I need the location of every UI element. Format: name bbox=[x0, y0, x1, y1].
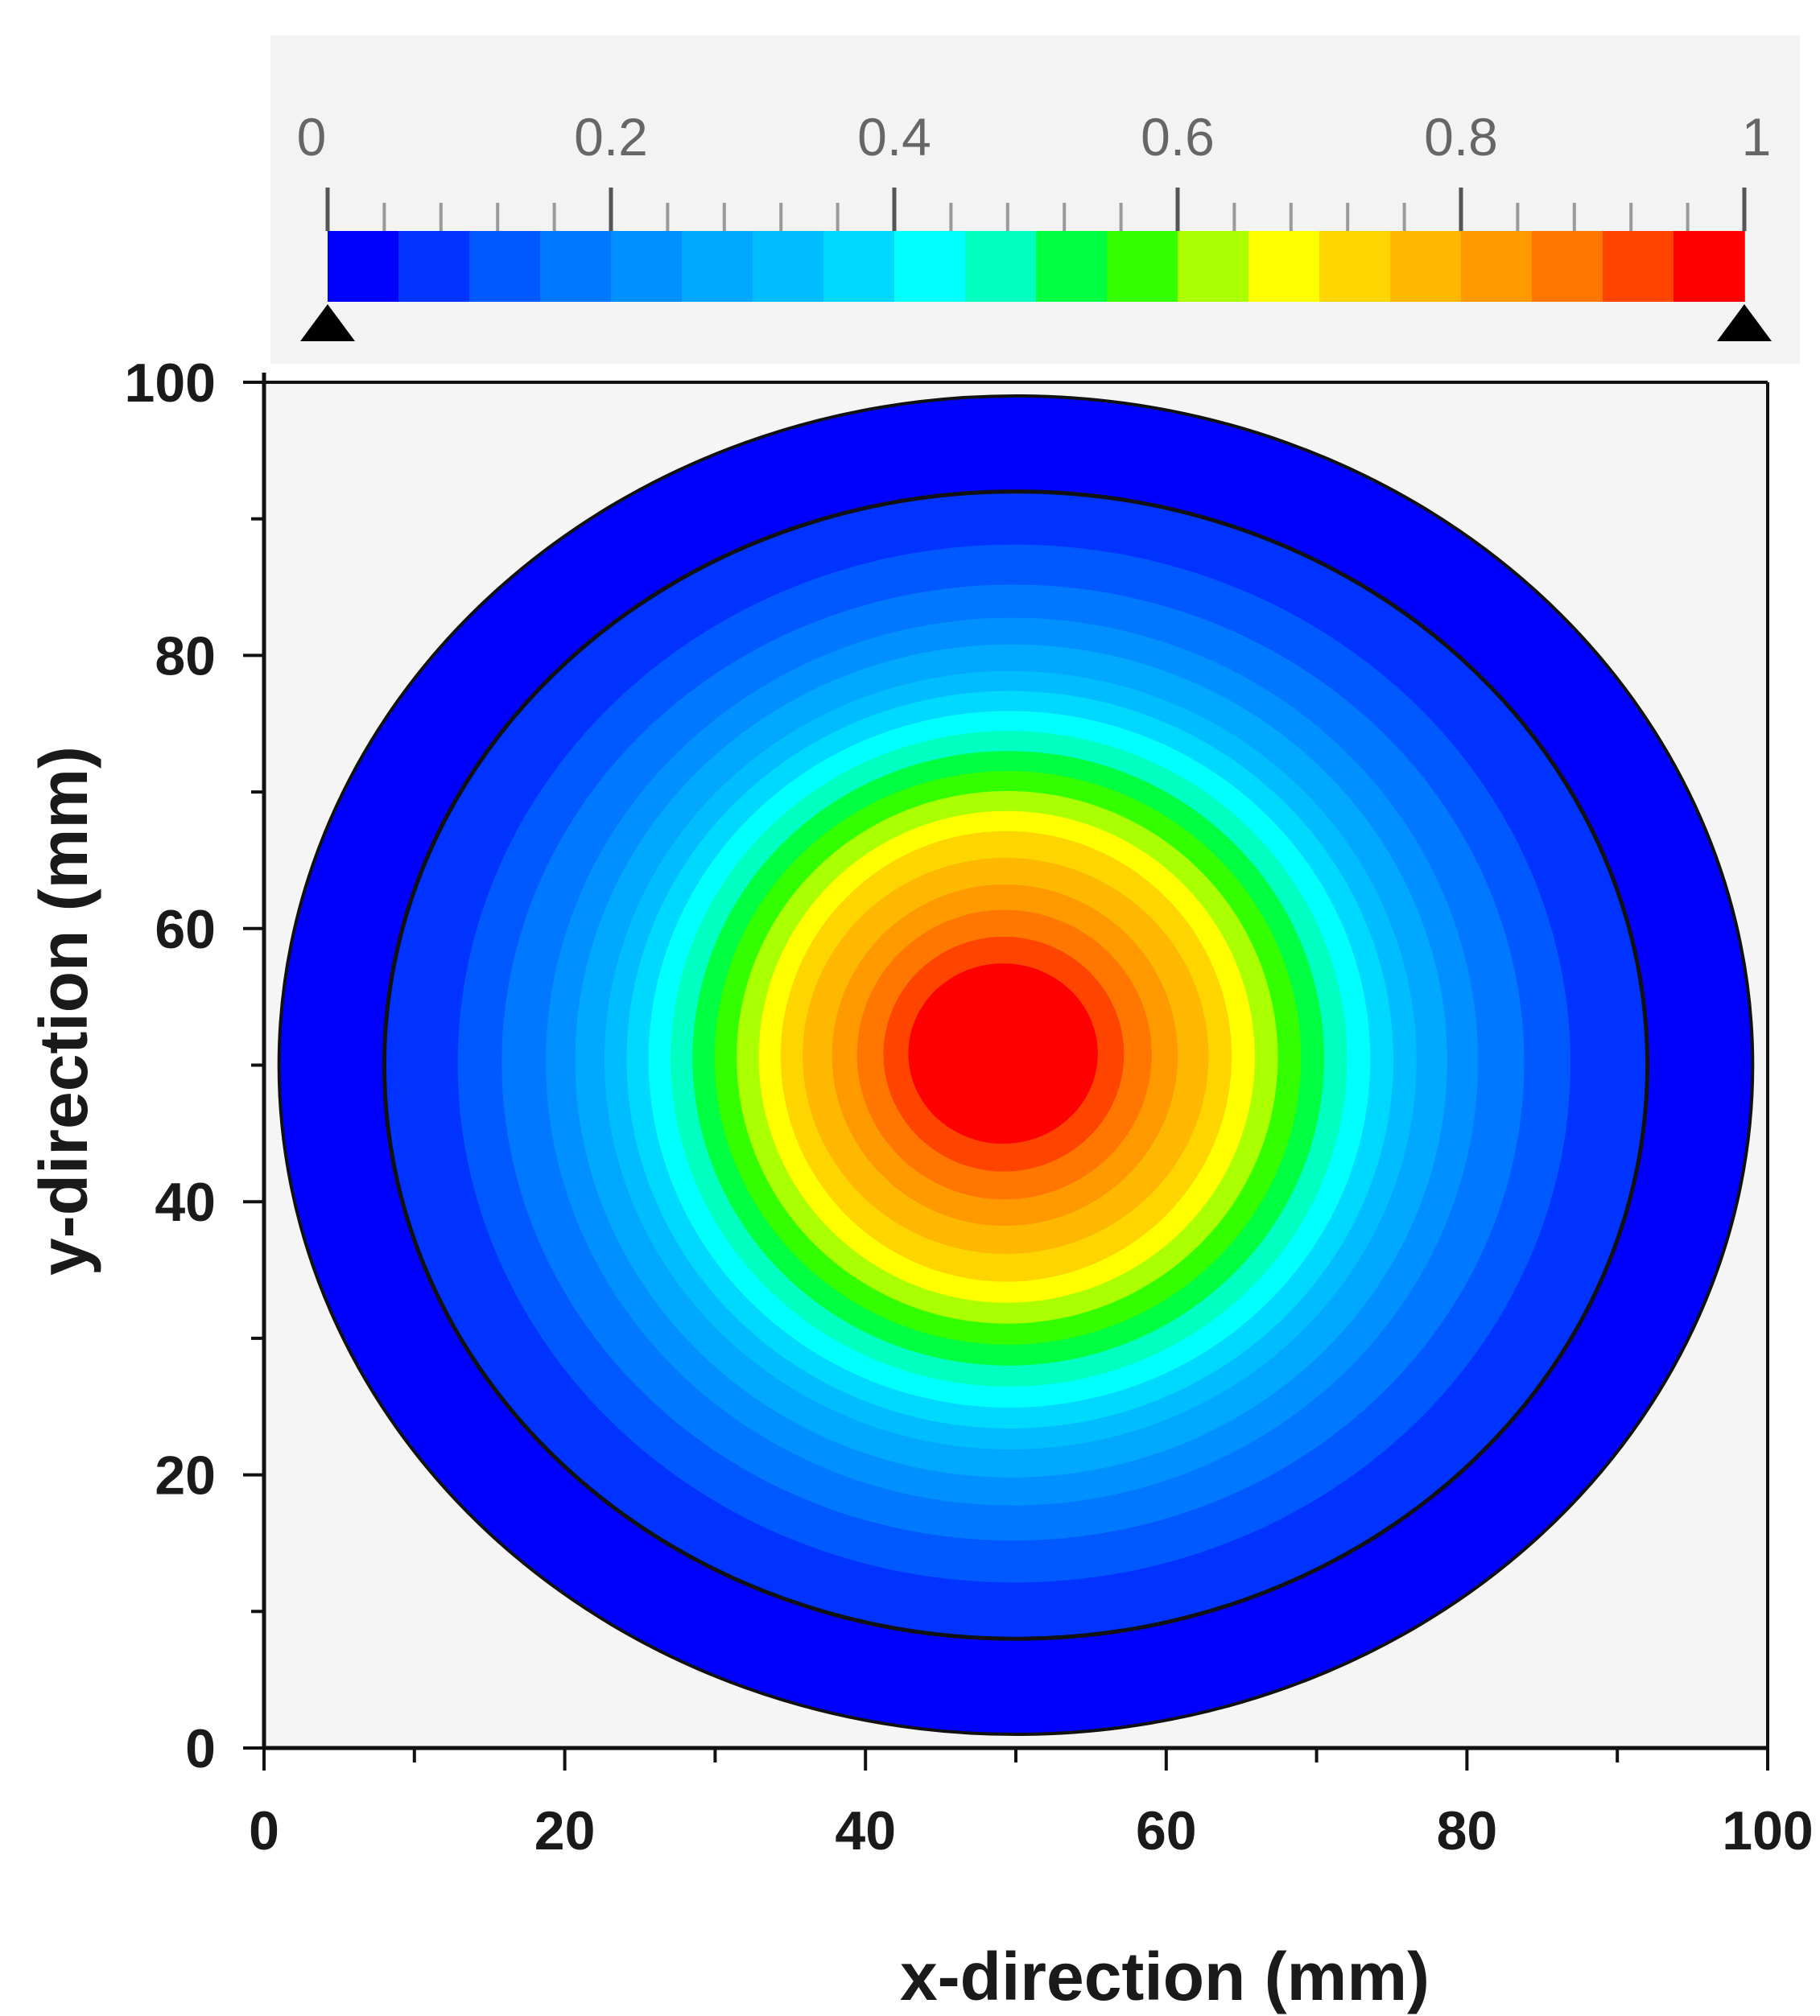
colorbar-swatch bbox=[1036, 231, 1108, 302]
colorbar-swatch bbox=[1178, 231, 1249, 302]
colorbar-panel: 0 0.2 0.4 0.6 0.8 1 bbox=[270, 35, 1800, 364]
x-tick-label: 80 bbox=[1437, 1800, 1498, 1861]
colorbar-swatch bbox=[1532, 231, 1603, 302]
colorbar-swatch bbox=[469, 231, 541, 302]
y-axis-title: y-direction (mm) bbox=[26, 746, 101, 1276]
y-tick-label: 60 bbox=[155, 899, 216, 960]
colorbar-tick-label: 0.6 bbox=[1141, 107, 1215, 167]
colorbar-swatch bbox=[1603, 231, 1674, 302]
plot-area bbox=[264, 382, 1768, 1748]
colorbar-swatch bbox=[965, 231, 1037, 302]
colorbar-tick-label: 0.4 bbox=[857, 107, 931, 167]
y-tick-label: 100 bbox=[125, 352, 216, 414]
x-axis-title: x-direction (mm) bbox=[900, 1939, 1430, 2014]
colorbar-min-marker bbox=[300, 304, 355, 341]
colorbar-swatch bbox=[1461, 231, 1533, 302]
colorbar-background bbox=[270, 35, 1800, 364]
colorbar-max-marker bbox=[1717, 304, 1772, 341]
colorbar-tick-label: 1 bbox=[1742, 107, 1772, 167]
contour-band bbox=[908, 963, 1098, 1144]
colorbar-swatch bbox=[1319, 231, 1391, 302]
colorbar-swatch bbox=[398, 231, 470, 302]
y-tick-label: 80 bbox=[155, 625, 216, 686]
colorbar-swatch bbox=[540, 231, 612, 302]
x-tick-label: 40 bbox=[835, 1800, 896, 1861]
colorbar-swatch bbox=[682, 231, 753, 302]
colorbar-swatch bbox=[823, 231, 895, 302]
colorbar-swatch bbox=[328, 231, 399, 302]
colorbar-tick-label: 0.8 bbox=[1424, 107, 1498, 167]
colorbar-swatch bbox=[611, 231, 683, 302]
colorbar-swatch bbox=[894, 231, 966, 302]
y-tick-label: 0 bbox=[185, 1718, 216, 1779]
y-tick-label: 40 bbox=[155, 1172, 216, 1233]
colorbar-swatch bbox=[753, 231, 824, 302]
x-tick-label: 0 bbox=[249, 1800, 279, 1861]
x-tick-label: 20 bbox=[534, 1800, 596, 1861]
x-tick-label: 60 bbox=[1136, 1800, 1197, 1861]
colorbar-swatch bbox=[1673, 231, 1745, 302]
colorbar-swatch bbox=[1248, 231, 1320, 302]
colorbar-tick-label: 0 bbox=[297, 107, 327, 167]
colorbar-tick-label: 0.2 bbox=[574, 107, 648, 167]
y-tick-label: 20 bbox=[155, 1445, 216, 1507]
axes: 0 20 40 60 80 100 0 20 40 60 80 100 bbox=[125, 352, 1814, 1861]
colorbar-swatch bbox=[1390, 231, 1462, 302]
x-tick-label: 100 bbox=[1722, 1800, 1813, 1861]
colorbar-swatch bbox=[1107, 231, 1178, 302]
inner-ring bbox=[382, 489, 1650, 1641]
